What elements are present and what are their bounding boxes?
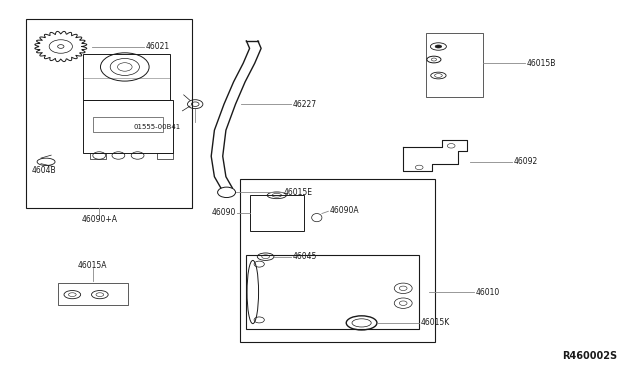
Text: 46010: 46010 [476,288,500,296]
Text: 46090+A: 46090+A [81,215,117,224]
Bar [90,153,106,159]
Text: 46227: 46227 [293,100,317,109]
Bar [26,19,192,208]
Text: 46015A: 46015A [78,262,108,270]
Bar [58,283,128,305]
Bar [246,255,419,329]
Bar [157,153,173,159]
Text: 46021: 46021 [146,42,170,51]
Ellipse shape [435,45,442,48]
Text: 46092: 46092 [514,157,538,166]
Bar [240,179,435,342]
Text: 46015E: 46015E [284,188,312,197]
Text: 46015K: 46015K [421,318,451,327]
Bar [83,54,170,100]
Bar [426,33,483,97]
Bar [83,100,173,153]
Text: 46015B: 46015B [527,59,556,68]
Bar [250,195,304,231]
Text: 46090: 46090 [211,208,236,218]
Text: R460002S: R460002S [563,351,618,361]
Text: 46090A: 46090A [330,206,359,215]
Bar [93,117,163,132]
Text: 01555-00B41: 01555-00B41 [133,124,180,130]
Text: 46045: 46045 [293,252,317,261]
Text: 4604B: 4604B [32,166,56,174]
